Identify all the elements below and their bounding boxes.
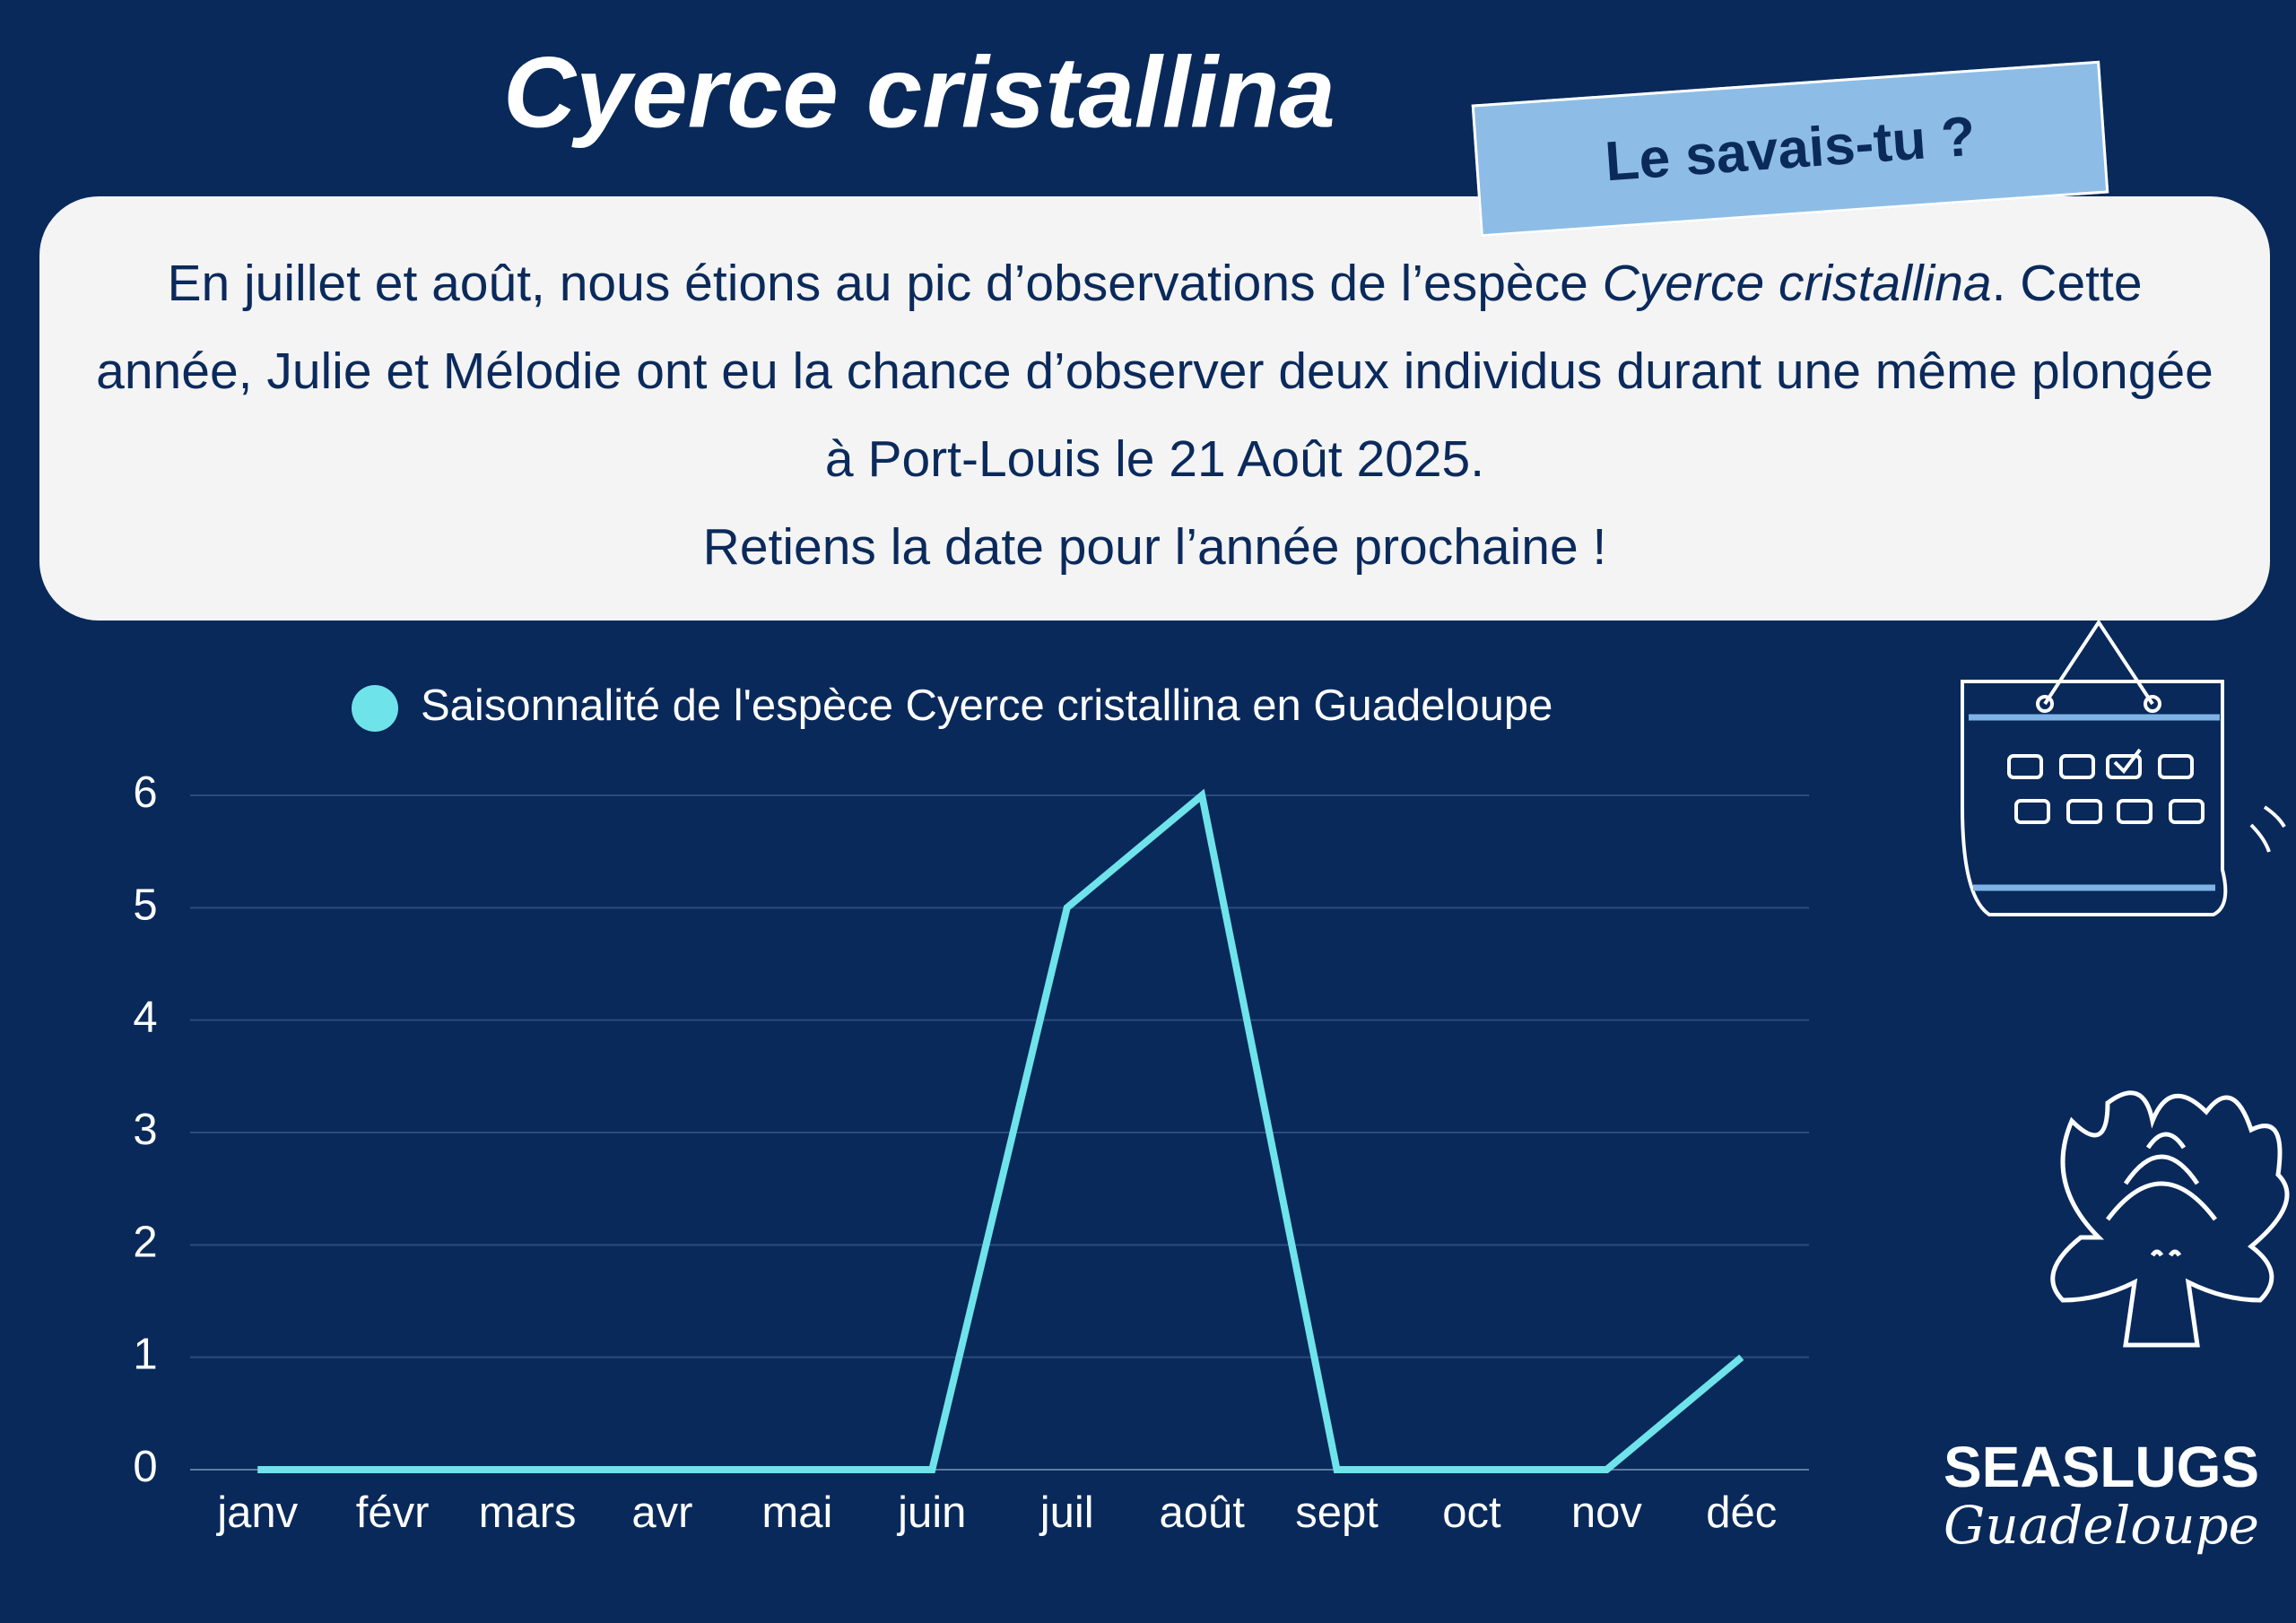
x-tick-label: mars [479, 1488, 577, 1537]
title: Cyerce cristallina [503, 37, 1335, 149]
logo-icon [2050, 1090, 2290, 1348]
x-tick-label: oct [1442, 1488, 1501, 1537]
legend-label: Saisonnalité de l'espèce Cyerce cristall… [421, 681, 1552, 730]
x-tick-label: déc [1706, 1488, 1777, 1537]
callout-text: . Cette année, Julie et Mélodie ont eu l… [96, 255, 2213, 488]
y-tick-label: 5 [133, 881, 157, 929]
legend-marker [352, 685, 398, 732]
x-tick-label: avr [631, 1488, 692, 1537]
calendar-icon [1961, 619, 2286, 916]
x-tick-label: févr [356, 1488, 430, 1537]
y-tick-label: 4 [133, 994, 157, 1042]
x-tick-label: août [1159, 1488, 1245, 1537]
y-tick-label: 6 [133, 768, 157, 817]
x-tick-label: nov [1571, 1488, 1643, 1537]
x-tick-label: sept [1295, 1488, 1378, 1537]
x-tick-label: mai [761, 1488, 832, 1537]
logo-subtitle: Guadeloupe [1944, 1495, 2259, 1556]
y-tick-label: 2 [133, 1218, 157, 1266]
callout-text: En juillet et août, nous étions au pic d… [167, 255, 1603, 312]
y-tick-label: 0 [133, 1443, 157, 1491]
x-tick-label: janv [215, 1488, 298, 1537]
callout-text-italic: Cyerce cristallina [1602, 255, 1992, 312]
logo-name: SEASLUGS [1944, 1435, 2259, 1499]
callout-tag-text: Le savais-tu ? [1603, 105, 1978, 193]
callout-box: En juillet et août, nous étions au pic d… [39, 196, 2270, 621]
line-series [257, 788, 1744, 1473]
callout-text: Retiens la date pour l’année prochaine ! [702, 518, 1607, 576]
x-tick-label: juil [1039, 1488, 1094, 1537]
y-tick-label: 3 [133, 1106, 157, 1154]
y-tick-label: 1 [133, 1331, 157, 1379]
x-tick-label: juin [896, 1488, 966, 1537]
